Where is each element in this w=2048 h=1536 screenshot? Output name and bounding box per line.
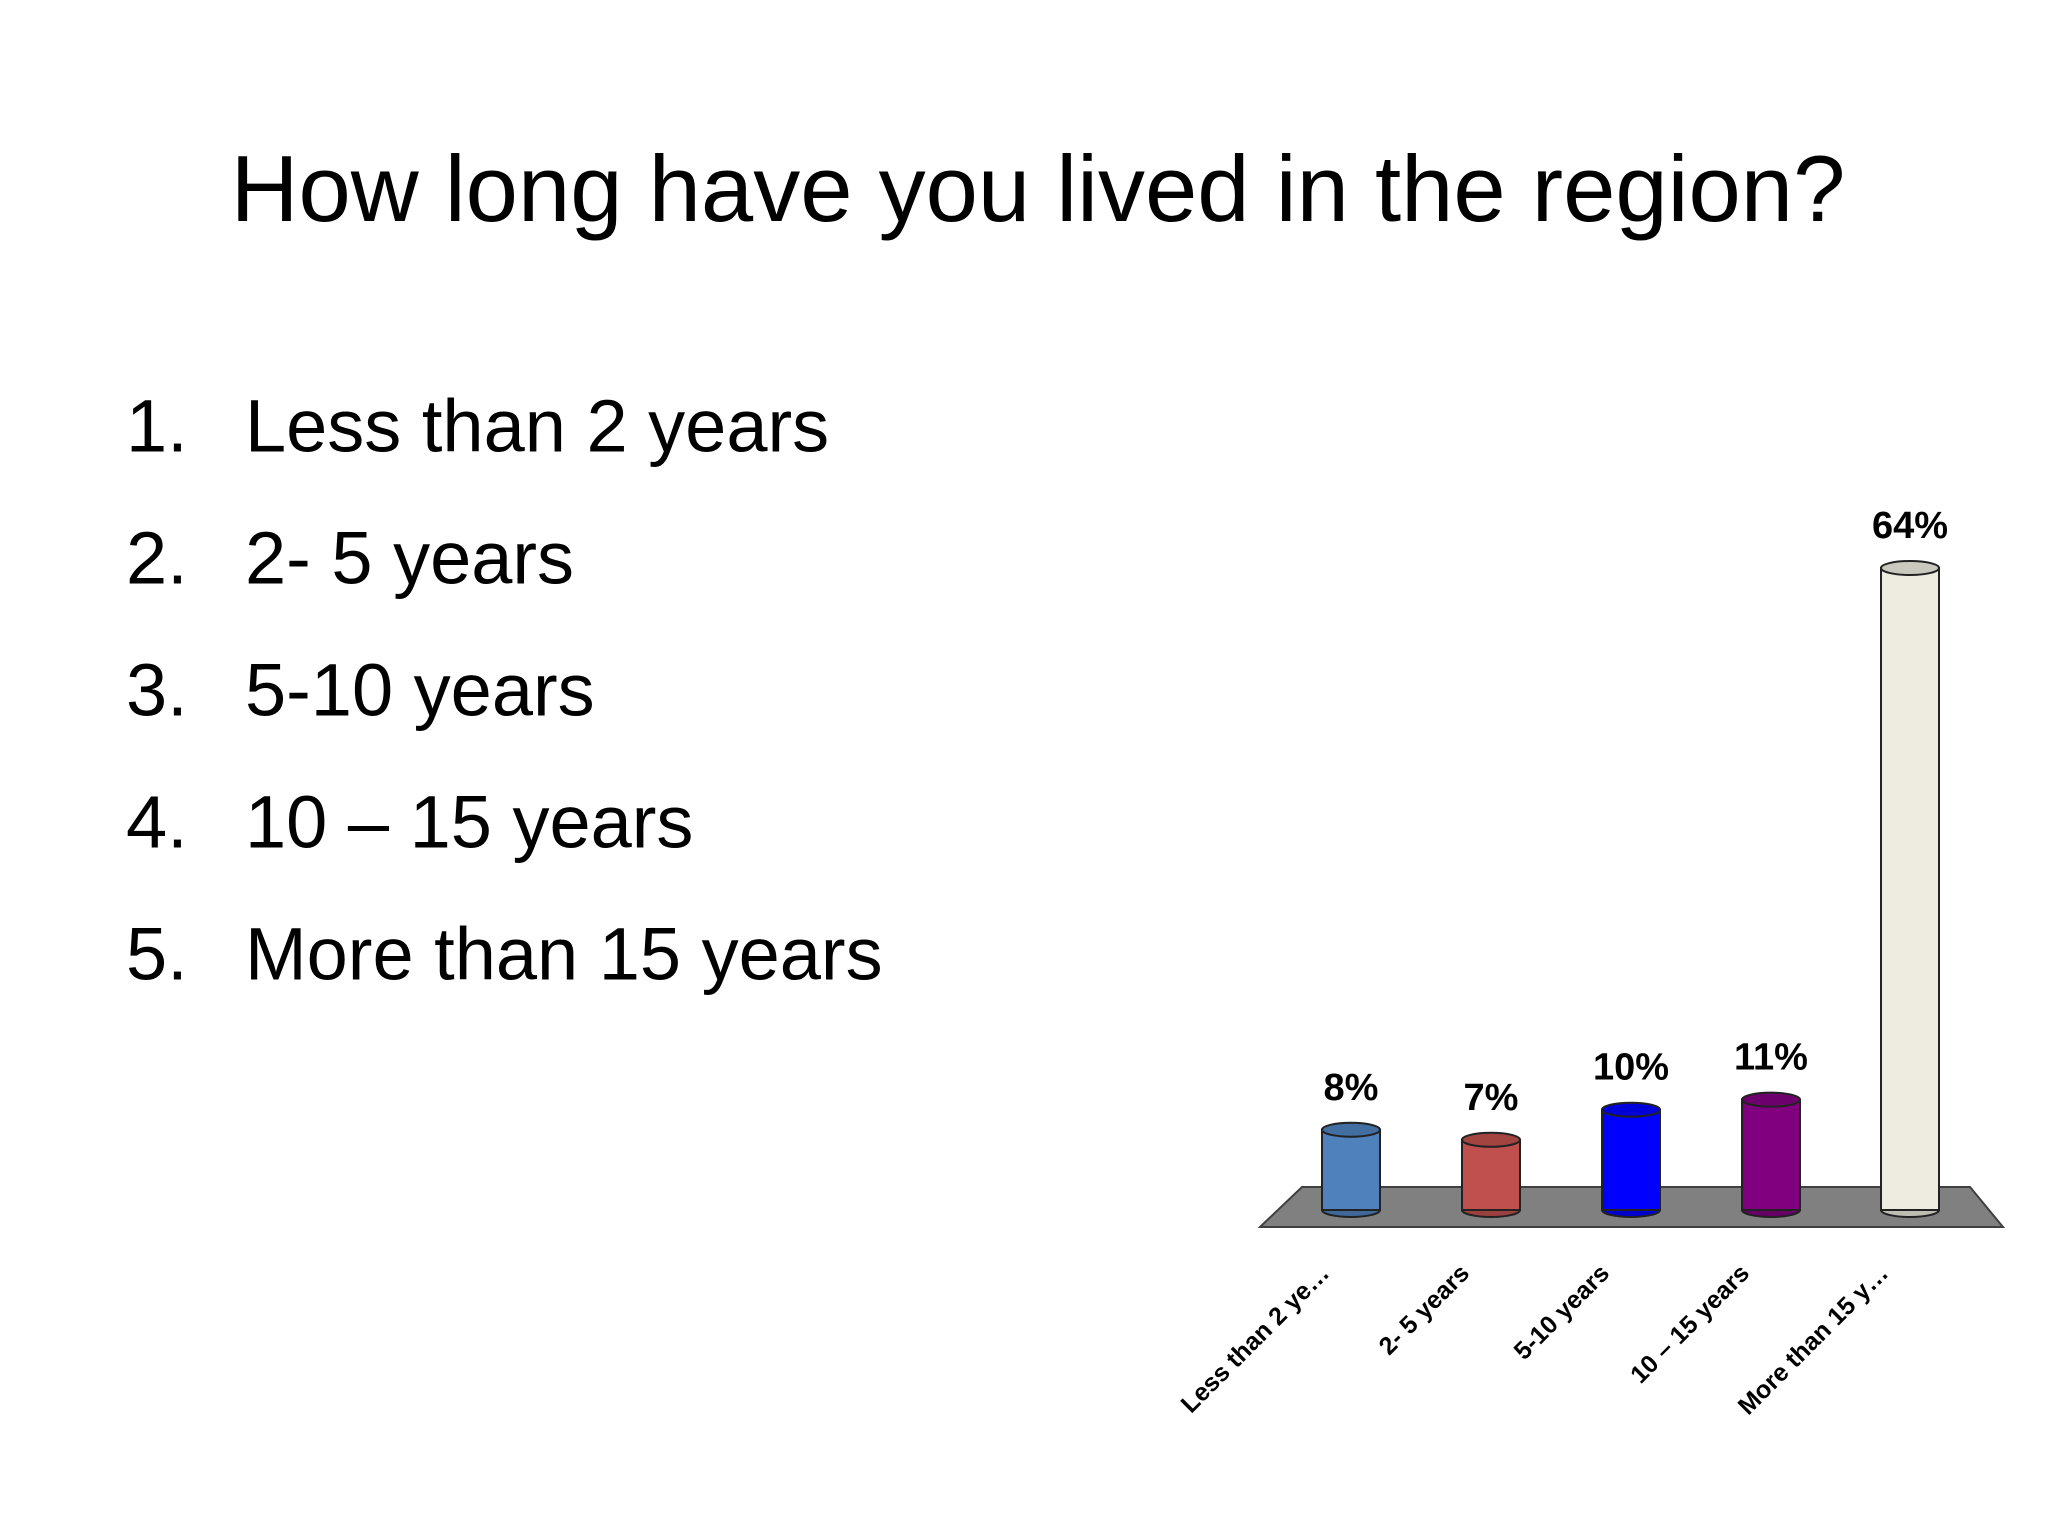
value-label: 10% <box>1593 1047 1669 1089</box>
list-number: 2. <box>126 517 188 600</box>
list-text: 5-10 years <box>245 649 595 732</box>
list-text: More than 15 years <box>245 913 883 996</box>
bar-cap <box>1880 560 1940 576</box>
list-text: 10 – 15 years <box>245 781 693 864</box>
bar <box>1461 1138 1521 1211</box>
bar <box>1741 1098 1801 1211</box>
list-number: 4. <box>126 781 188 864</box>
value-label: 11% <box>1734 1037 1808 1079</box>
bar-cap <box>1321 1121 1381 1138</box>
bar-cap <box>1461 1131 1521 1148</box>
list-number: 1. <box>126 385 188 468</box>
value-label: 64% <box>1872 505 1948 547</box>
bar-cap <box>1741 1091 1801 1108</box>
bar <box>1321 1128 1381 1211</box>
bar <box>1601 1108 1661 1211</box>
slide-title: How long have you lived in the region? <box>231 136 1846 241</box>
list-text: 2- 5 years <box>245 517 574 600</box>
list-number: 3. <box>126 649 188 732</box>
list-number: 5. <box>126 913 188 996</box>
bar-cap <box>1601 1101 1661 1118</box>
bar <box>1880 567 1940 1211</box>
value-label: 8% <box>1324 1067 1379 1109</box>
value-label: 7% <box>1464 1077 1519 1119</box>
list-text: Less than 2 years <box>245 385 829 468</box>
